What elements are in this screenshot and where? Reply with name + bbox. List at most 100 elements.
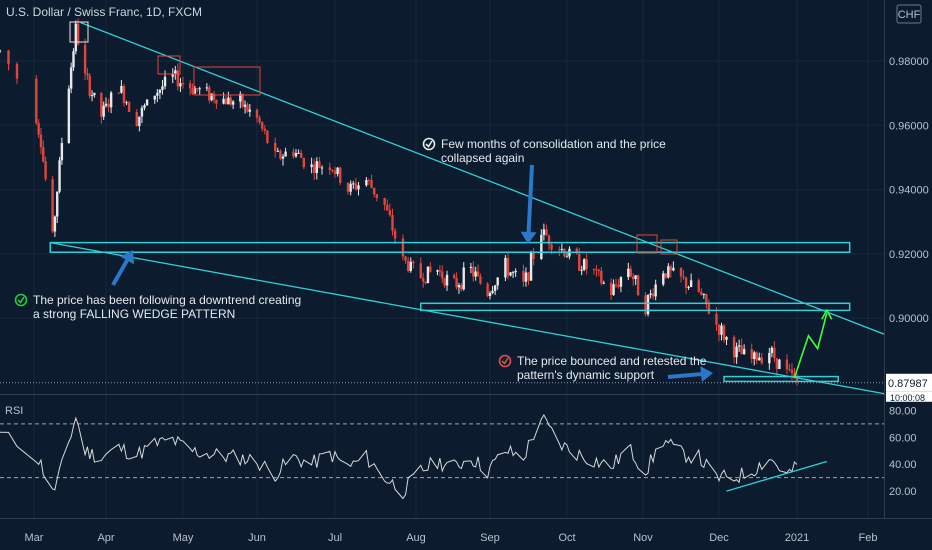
candle-body: [156, 92, 159, 96]
arrow-up-wedge: [111, 250, 134, 286]
candle-body: [127, 102, 131, 112]
candle-body: [60, 143, 64, 161]
candle-body: [542, 229, 546, 235]
candle-body: [409, 261, 412, 271]
x-tick-label: Sep: [480, 532, 500, 544]
candle-body: [83, 44, 87, 74]
candle-body: [86, 73, 89, 76]
candle-body: [496, 277, 499, 286]
countdown-badge: [886, 391, 932, 402]
candle-body: [462, 267, 465, 290]
candle-body: [795, 377, 799, 382]
candle-body: [176, 70, 180, 87]
candle-body: [646, 294, 650, 315]
candle-body: [171, 73, 174, 77]
candle-body: [266, 130, 269, 143]
candle-body: [474, 271, 477, 277]
candle-body: [457, 285, 461, 288]
candle-body: [758, 357, 761, 361]
candle-body: [602, 282, 605, 284]
candle-body: [227, 97, 230, 105]
candle-body: [37, 123, 40, 135]
wedge-support-line: [50, 241, 885, 395]
candle-body: [198, 88, 201, 90]
support-zone: [49, 241, 851, 253]
candle-body: [107, 103, 110, 108]
candles: [0, 18, 799, 386]
support-zone: [723, 375, 839, 383]
candle-body: [436, 270, 439, 272]
candle-body: [138, 116, 141, 127]
candle-body: [790, 369, 794, 374]
annotation-text: Few months of consolidation and the pric…: [441, 137, 666, 151]
candle-body: [705, 293, 708, 305]
candle-body: [715, 313, 718, 325]
candle-body: [493, 285, 497, 291]
candle-body: [438, 270, 442, 272]
candle-body: [421, 278, 425, 282]
candle-body: [578, 253, 581, 271]
candle-body: [560, 248, 564, 250]
currency-label: CHF: [898, 9, 921, 21]
candle-body: [504, 257, 507, 278]
candle-body: [522, 270, 525, 282]
candle-body: [212, 93, 216, 100]
currency-badge: [896, 4, 922, 24]
candle-body: [617, 284, 620, 287]
projection-line: [793, 313, 828, 378]
candle-body: [770, 347, 774, 353]
candle-body: [42, 147, 45, 162]
candle-body: [684, 277, 688, 288]
candle-body: [279, 150, 282, 159]
arrow-right-support: [667, 366, 713, 383]
candle-body: [768, 352, 771, 364]
candle-body: [93, 92, 96, 96]
candle-body: [529, 252, 533, 281]
candle-body: [750, 349, 753, 359]
candle-body: [619, 277, 623, 287]
candle-body: [263, 128, 266, 131]
candle-body: [163, 76, 167, 87]
candle-body: [735, 346, 738, 358]
countdown-label: 10:00:08: [890, 393, 925, 403]
y-tick-label: 0.96000: [889, 120, 929, 132]
candle-body: [143, 105, 146, 108]
candle-body: [255, 109, 259, 118]
candle-body: [476, 271, 480, 277]
candle-body: [191, 88, 194, 94]
candle-body: [388, 210, 392, 216]
highlight-box: [193, 66, 261, 96]
candle-body: [215, 99, 218, 104]
candle-body: [391, 215, 394, 231]
candle-body: [600, 270, 603, 284]
candle-body: [386, 204, 389, 211]
candle-body: [222, 98, 225, 104]
candle-body: [585, 259, 588, 270]
rsi-tick-label: 40.00: [889, 459, 917, 471]
candle-body: [241, 93, 244, 107]
candle-body: [737, 345, 741, 347]
candle-body: [320, 167, 324, 169]
rsi-tick-label: 60.00: [889, 432, 917, 444]
x-tick-label: 2021: [785, 532, 809, 544]
candle-body: [109, 92, 113, 108]
projection-arrowhead: [821, 308, 833, 320]
annotation: The price bounced and retested thepatter…: [498, 354, 707, 382]
candle-body: [679, 267, 683, 277]
candle-body: [179, 83, 182, 87]
candle-body: [76, 23, 80, 45]
x-tick-label: Aug: [406, 532, 426, 544]
rsi-trendline: [726, 460, 827, 492]
candle-body: [595, 269, 598, 271]
candle-body: [328, 167, 331, 170]
candle-body: [193, 88, 197, 94]
candle-body: [426, 266, 430, 284]
candle-body: [565, 256, 569, 258]
candle-body: [558, 249, 561, 251]
candle-body: [582, 259, 586, 270]
candle-body: [383, 197, 386, 205]
candle-body: [412, 261, 415, 264]
x-tick-label: Feb: [859, 532, 878, 544]
candle-body: [39, 134, 43, 148]
candle-body: [181, 83, 185, 85]
